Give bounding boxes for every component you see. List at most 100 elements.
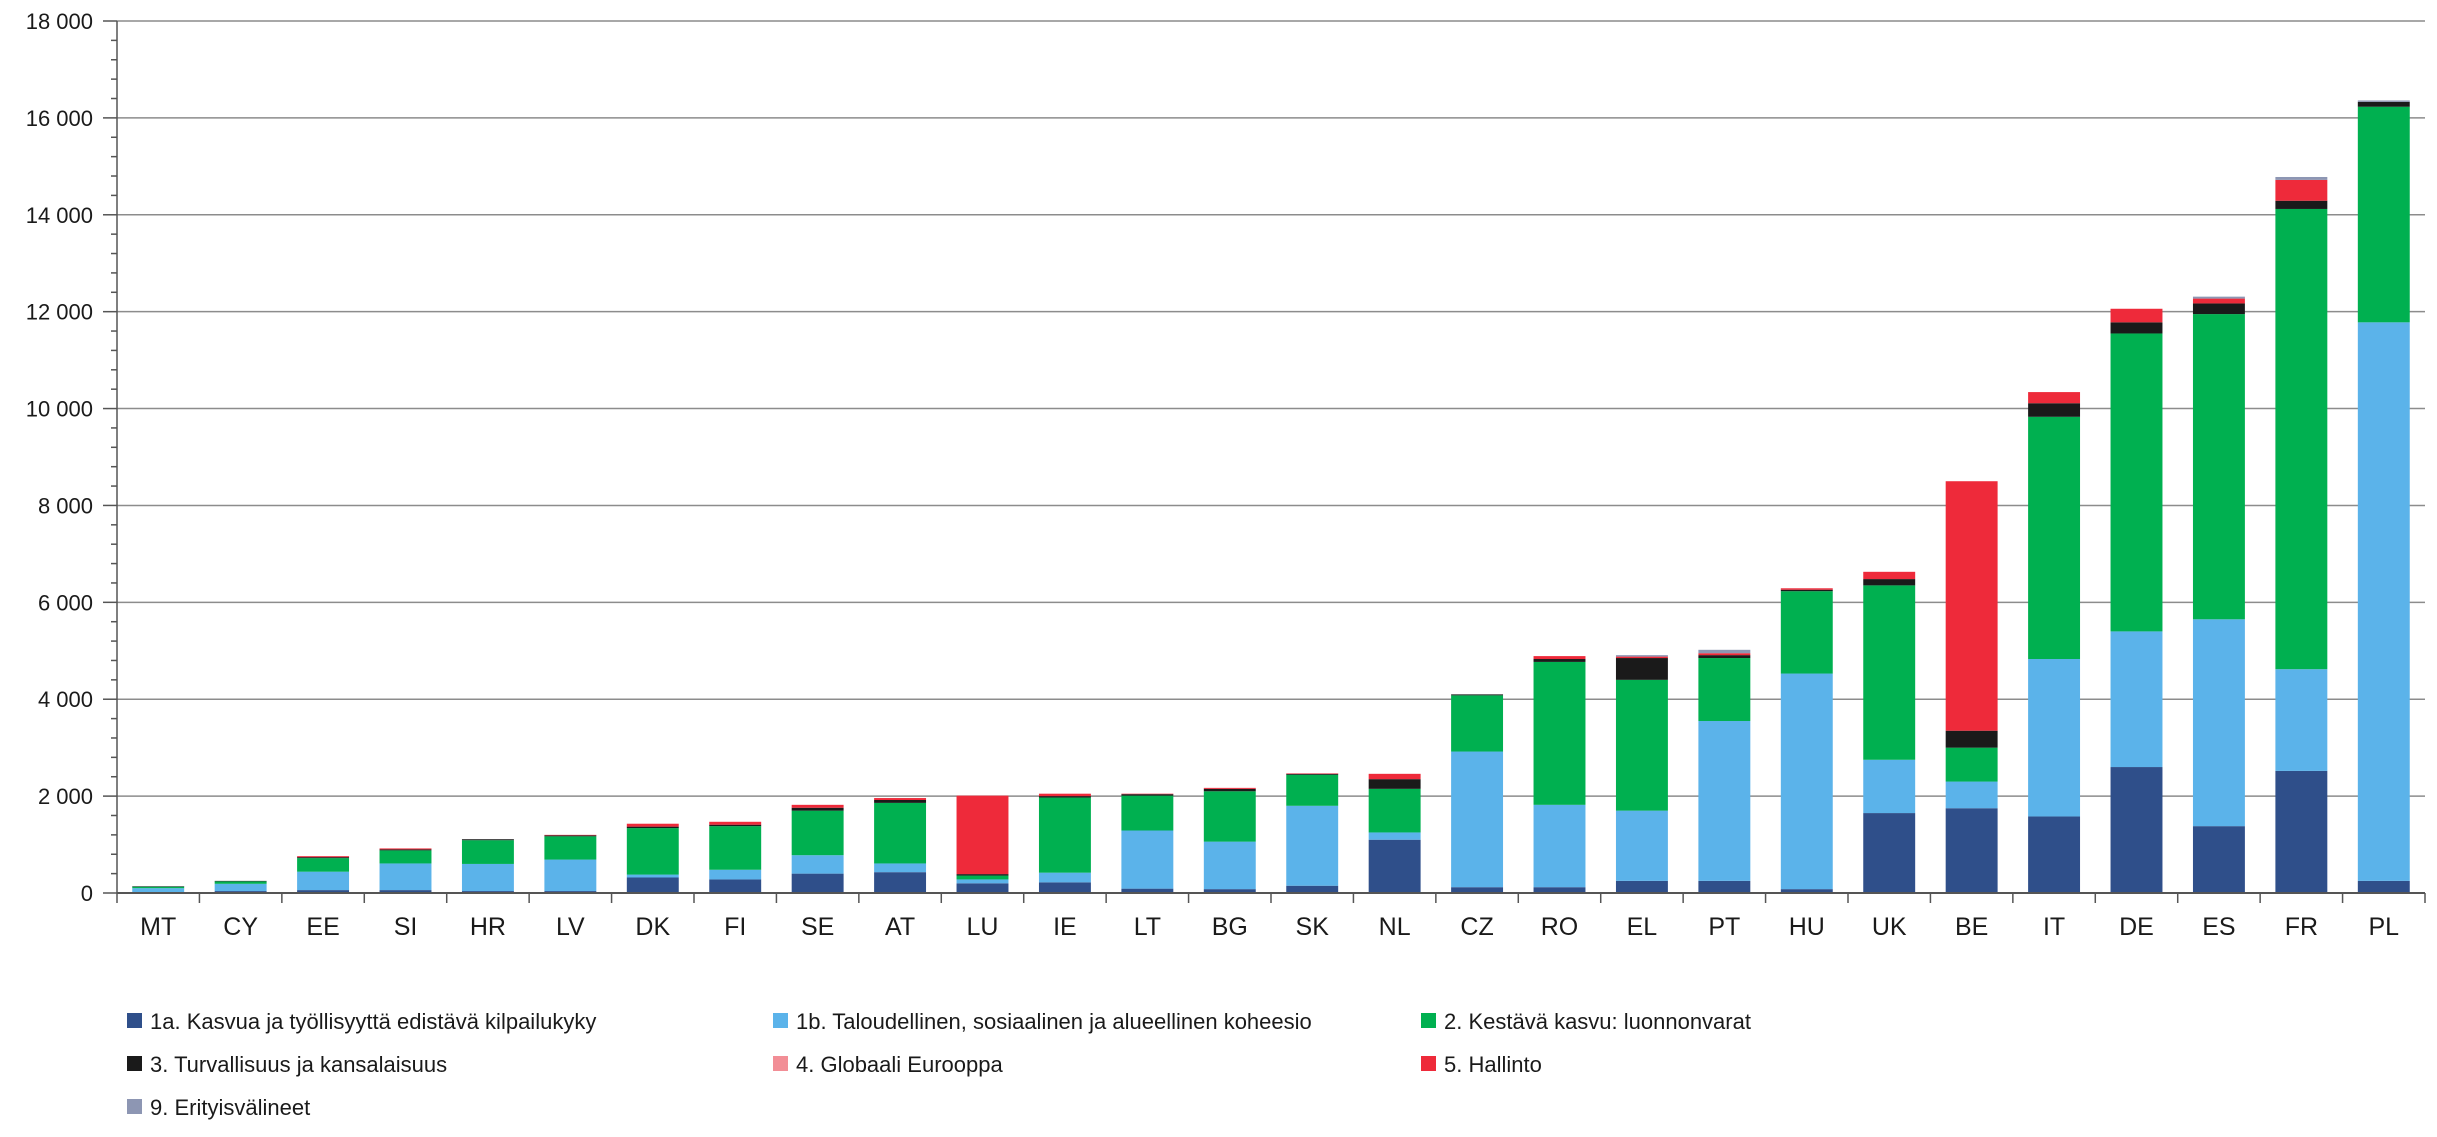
x-tick-label: BG — [1212, 913, 1248, 941]
bar-segment-hu-1 — [1781, 674, 1833, 890]
bar-segment-pt-3 — [1698, 655, 1750, 658]
bar-segment-nl-1 — [1369, 832, 1421, 839]
bar-segment-lu-2 — [957, 876, 1009, 880]
bar-segment-at-5 — [874, 798, 926, 800]
bar-segment-cz-3 — [1451, 694, 1503, 695]
bar-segment-lt-2 — [1121, 796, 1173, 831]
y-tick-label: 6 000 — [38, 590, 93, 615]
bar-segment-se-1 — [792, 855, 844, 873]
bar-segment-el-2 — [1616, 680, 1668, 811]
bar-segment-nl-5 — [1369, 774, 1421, 779]
bar-segment-hu-5 — [1781, 588, 1833, 589]
y-tick-label: 18 000 — [26, 9, 93, 34]
bar-segment-ie-0 — [1039, 882, 1091, 893]
bar-segment-nl-0 — [1369, 840, 1421, 893]
x-tick-label: LU — [967, 913, 999, 941]
bar-segment-be-1 — [1946, 782, 1998, 809]
bar-segment-hu-3 — [1781, 590, 1833, 591]
bar-segment-ro-2 — [1534, 662, 1586, 805]
bar-segment-mt-2 — [132, 887, 184, 888]
bar-segment-si-2 — [380, 850, 432, 863]
bar-segment-el-0 — [1616, 881, 1668, 893]
x-tick-label: PL — [2368, 913, 2399, 941]
legend-label: 5. Hallinto — [1444, 1052, 1542, 1077]
bar-segment-pt-1 — [1698, 721, 1750, 881]
bar-segment-it-2 — [2028, 417, 2080, 659]
x-tick-label: SI — [394, 913, 418, 941]
x-tick-label: DE — [2119, 913, 2154, 941]
bar-segment-dk-3 — [627, 827, 679, 828]
bar-segment-ro-3 — [1534, 659, 1586, 662]
bar-segment-at-1 — [874, 863, 926, 872]
bar-segment-uk-3 — [1863, 579, 1915, 585]
legend-label: 3. Turvallisuus ja kansalaisuus — [150, 1052, 447, 1077]
bar-segment-bg-2 — [1204, 791, 1256, 841]
legend-label: 2. Kestävä kasvu: luonnonvarat — [1444, 1009, 1751, 1034]
bar-segment-el-5 — [1616, 657, 1668, 658]
bar-segment-pt-5 — [1698, 653, 1750, 655]
bar-segment-lu-3 — [957, 874, 1009, 875]
x-tick-label: IE — [1053, 913, 1077, 941]
bar-segment-fi-2 — [709, 826, 761, 870]
bar-segment-lt-3 — [1121, 794, 1173, 795]
bar-segment-el-6 — [1616, 655, 1668, 656]
bar-segment-it-3 — [2028, 403, 2080, 417]
bar-segment-se-3 — [792, 808, 844, 811]
x-tick-label: CZ — [1460, 913, 1493, 941]
bar-segment-it-0 — [2028, 816, 2080, 893]
bar-segment-lt-1 — [1121, 831, 1173, 889]
bar-segment-uk-0 — [1863, 813, 1915, 893]
legend: 1a. Kasvua ja työllisyyttä edistävä kilp… — [127, 1009, 1751, 1120]
bar-segment-pl-0 — [2358, 881, 2410, 893]
bar-segment-ee-5 — [297, 856, 349, 857]
bar-segment-pl-2 — [2358, 107, 2410, 323]
x-tick-label: DK — [635, 913, 670, 941]
bar-segment-es-5 — [2193, 299, 2245, 304]
bar-segment-sk-2 — [1286, 775, 1338, 806]
legend-swatch — [1421, 1013, 1436, 1028]
bar-segment-ie-5 — [1039, 794, 1091, 796]
y-tick-label: 12 000 — [26, 300, 93, 325]
bar-segment-ee-2 — [297, 858, 349, 872]
y-tick-label: 2 000 — [38, 784, 93, 809]
x-tick-label: LV — [556, 913, 585, 941]
x-tick-label: NL — [1379, 913, 1411, 941]
bar-segment-cy-1 — [215, 884, 267, 891]
x-tick-label: RO — [1541, 913, 1579, 941]
bar-segment-mt-1 — [132, 888, 184, 892]
bar-segment-it-1 — [2028, 659, 2080, 816]
x-tick-label: UK — [1872, 913, 1907, 941]
bar-segment-ee-1 — [297, 872, 349, 890]
x-tick-label: FR — [2285, 913, 2318, 941]
bar-segment-hr-1 — [462, 864, 514, 891]
bar-segment-fr-5 — [2275, 180, 2327, 201]
bar-segment-it-5 — [2028, 392, 2080, 403]
bar-segment-es-0 — [2193, 826, 2245, 893]
bar-segment-ee-3 — [297, 857, 349, 858]
bar-segment-dk-5 — [627, 824, 679, 827]
x-tick-label: ES — [2202, 913, 2235, 941]
bar-segment-ie-2 — [1039, 798, 1091, 873]
bar-segment-el-1 — [1616, 811, 1668, 881]
bar-segment-pl-6 — [2358, 100, 2410, 101]
x-tick-label: IT — [2043, 913, 2065, 941]
bar-segment-pt-2 — [1698, 658, 1750, 721]
x-tick-label: SK — [1296, 913, 1330, 941]
bar-segment-de-3 — [2111, 322, 2163, 333]
bar-segment-fi-5 — [709, 822, 761, 825]
bar-segment-at-2 — [874, 803, 926, 864]
bar-segment-sk-1 — [1286, 806, 1338, 886]
bar-segment-fi-1 — [709, 870, 761, 880]
bar-segment-se-0 — [792, 874, 844, 893]
bar-segment-cy-2 — [215, 881, 267, 883]
x-tick-label: FI — [724, 913, 746, 941]
legend-label: 9. Erityisvälineet — [150, 1095, 310, 1120]
bar-segment-nl-2 — [1369, 789, 1421, 833]
y-tick-label: 14 000 — [26, 203, 93, 228]
x-tick-label: EE — [306, 913, 339, 941]
bar-segment-be-2 — [1946, 748, 1998, 782]
bar-segment-cz-2 — [1451, 695, 1503, 751]
bar-segment-lv-3 — [544, 835, 596, 836]
